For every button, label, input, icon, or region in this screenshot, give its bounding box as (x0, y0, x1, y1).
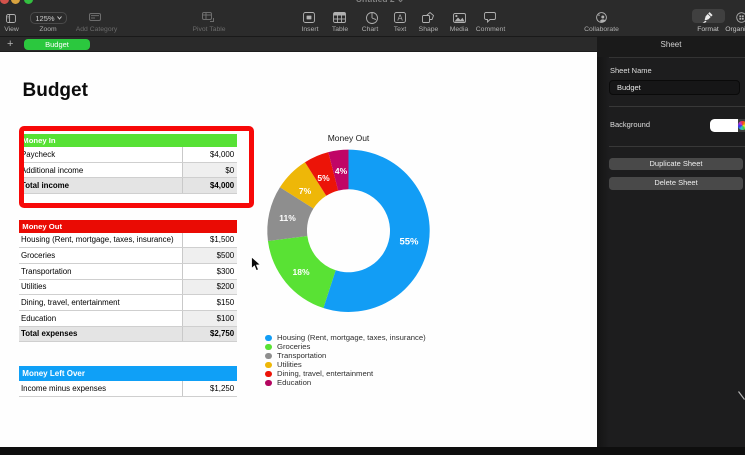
svg-text:A: A (397, 13, 403, 22)
